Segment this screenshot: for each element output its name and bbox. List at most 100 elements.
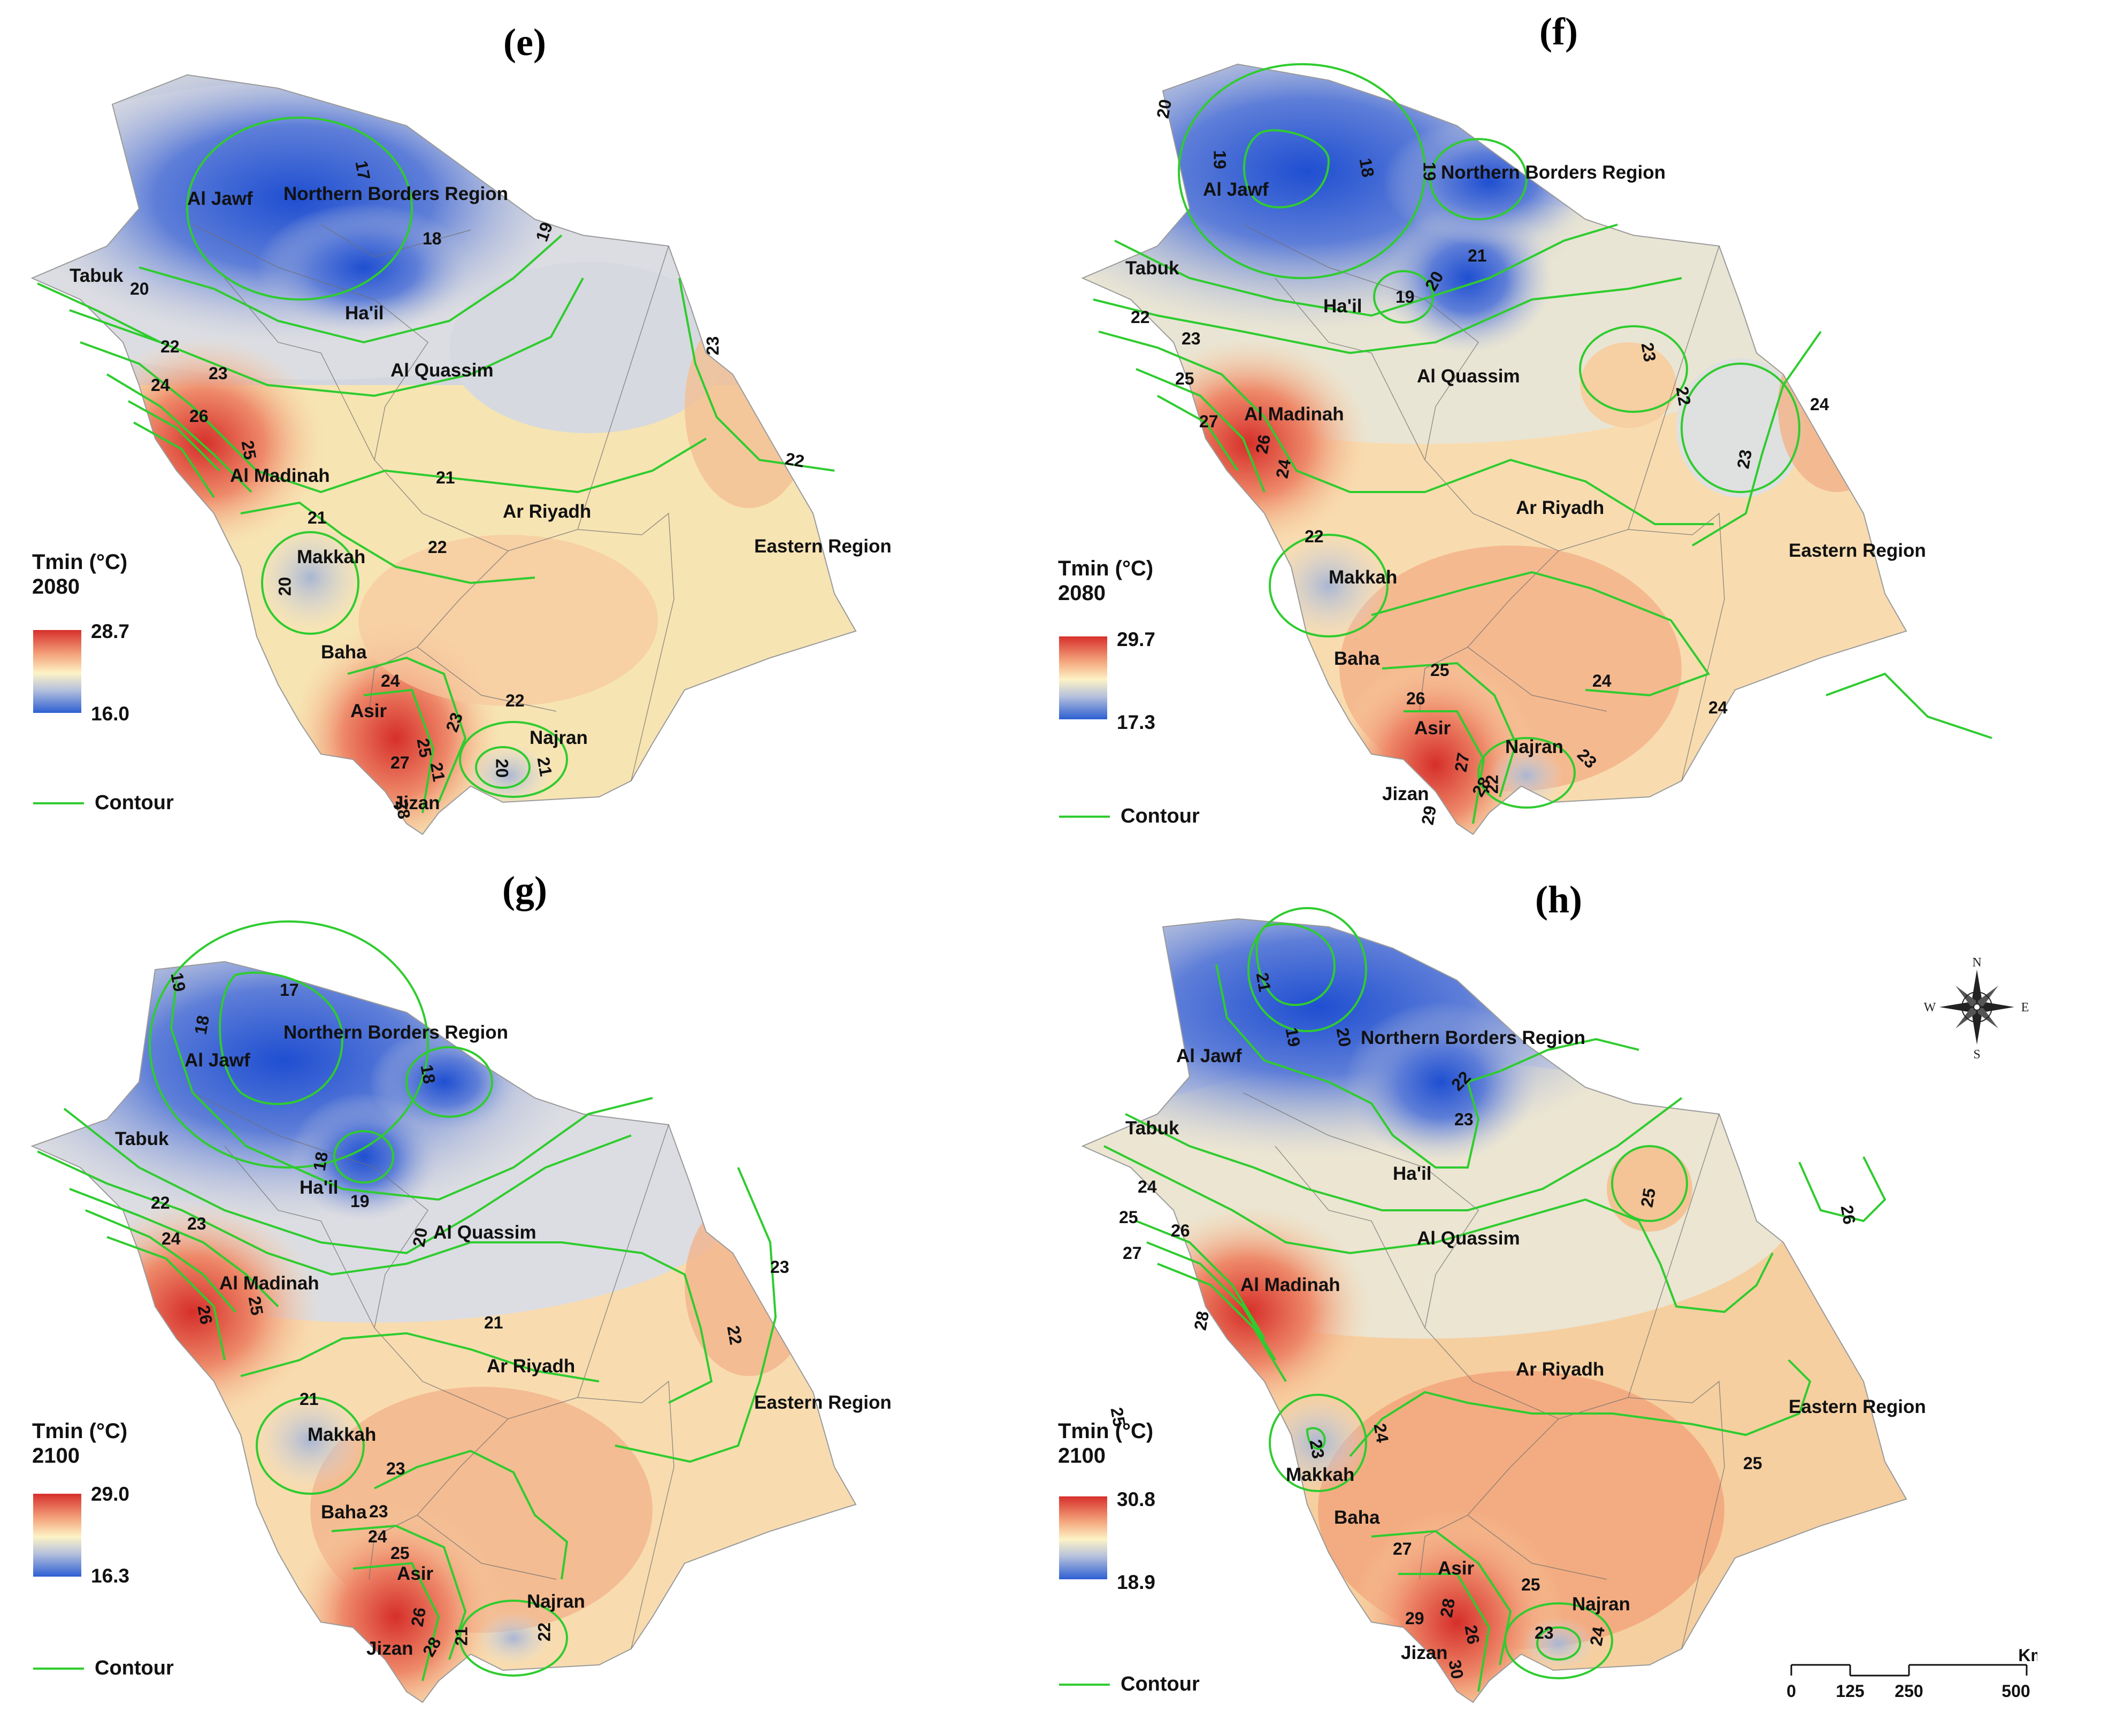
scale-tick-500: 500 — [2002, 1681, 2030, 1701]
contour-key-label: Contour — [1121, 1673, 1200, 1695]
region-eastern: Eastern Region — [754, 1392, 892, 1413]
contour-label: 24 — [1370, 1422, 1393, 1445]
contour-label: 24 — [368, 1527, 387, 1546]
region-asir: Asir — [1438, 1558, 1475, 1579]
region-jizan: Jizan — [1382, 783, 1429, 804]
compass-s: S — [1973, 1048, 1980, 1061]
contour-key: Contour — [33, 792, 174, 815]
contour-label: 29 — [1417, 804, 1440, 827]
contour-key-label: Contour — [95, 792, 174, 814]
panel-f: (f) Al Jawf Northern Borders Region Tabu… — [1050, 0, 2101, 868]
region-al-quassim: Al Quassim — [390, 360, 494, 381]
region-ar-riyadh: Ar Riyadh — [503, 501, 592, 522]
panel-label: (g) — [502, 869, 547, 911]
compass-w: W — [1924, 1001, 1936, 1015]
contour-label: 25 — [244, 1294, 267, 1317]
contour-label: 21 — [1252, 971, 1275, 994]
region-asir: Asir — [397, 1563, 434, 1584]
contour-label: 24 — [1592, 671, 1612, 690]
contour-label: 21 — [451, 1626, 471, 1646]
contour-label: 19 — [167, 971, 190, 994]
legend-title: Tmin (°C) 2100 — [1058, 1419, 1153, 1468]
region-northern-borders: Northern Borders Region — [1441, 162, 1666, 183]
region-al-quassim: Al Quassim — [1417, 366, 1520, 387]
legend-year: 2080 — [1058, 581, 1106, 605]
region-al-jawf: Al Jawf — [185, 1050, 250, 1071]
panel-label: (f) — [1539, 10, 1578, 53]
region-jizan: Jizan — [393, 793, 440, 813]
contour-label: 22 — [160, 337, 180, 356]
legend-color-ramp — [33, 630, 81, 713]
contour-label: 23 — [209, 364, 228, 383]
legend-max: 29.7 — [1117, 628, 1156, 650]
panel-label: (h) — [1535, 878, 1582, 921]
contour-label: 23 — [1733, 448, 1756, 471]
legend-max: 29.0 — [91, 1483, 130, 1505]
contour-key-label: Contour — [95, 1657, 174, 1679]
contour-label: 18 — [417, 1063, 440, 1086]
legend-year: 2080 — [32, 575, 80, 598]
contour-label: 19 — [1282, 1026, 1305, 1049]
region-al-madinah: Al Madinah — [219, 1273, 319, 1294]
contour-label: 27 — [1123, 1243, 1142, 1263]
scale-tick-250: 250 — [1895, 1681, 1923, 1701]
contour-label: 23 — [1535, 1623, 1554, 1642]
contour-label: 19 — [1395, 287, 1415, 306]
region-northern-borders: Northern Borders Region — [1361, 1027, 1586, 1048]
contour-label: 17 — [351, 159, 374, 182]
contour-label: 21 — [1468, 246, 1487, 265]
contour-label: 26 — [194, 1303, 217, 1326]
region-makkah: Makkah — [297, 547, 366, 567]
region-jizan: Jizan — [366, 1638, 413, 1659]
contour-label: 24 — [381, 671, 400, 690]
region-najran: Najran — [530, 727, 588, 748]
legend-title: Tmin (°C) 2100 — [32, 1419, 127, 1468]
contour-label: 23 — [1454, 1110, 1474, 1129]
contour-label: 20 — [1153, 97, 1176, 120]
contour-key: Contour — [1059, 805, 1200, 828]
contour-label: 18 — [190, 1013, 213, 1036]
contour-label: 20 — [130, 279, 149, 298]
contour-label: 26 — [1406, 689, 1425, 708]
contour-label: 26 — [1837, 1203, 1860, 1226]
region-al-jawf: Al Jawf — [1176, 1046, 1242, 1066]
region-asir: Asir — [350, 701, 387, 721]
contour-label: 20 — [275, 577, 295, 596]
contour-label: 18 — [423, 229, 442, 248]
contour-label: 19 — [1420, 162, 1439, 181]
contour-label: 22 — [534, 1622, 554, 1642]
contour-label: 23 — [703, 336, 723, 356]
region-baha: Baha — [1334, 1507, 1380, 1528]
scale-bar: 0 125 250 500 Km — [1786, 1646, 2037, 1701]
contour-line-swatch — [1059, 1683, 1110, 1686]
contour-label: 26 — [189, 406, 209, 426]
contour-label: 20 — [409, 1226, 432, 1249]
region-ar-riyadh: Ar Riyadh — [1516, 1359, 1605, 1380]
region-jizan: Jizan — [1401, 1642, 1448, 1663]
contour-label: 27 — [390, 753, 410, 772]
region-northern-borders: Northern Borders Region — [283, 1022, 509, 1043]
region-al-madinah: Al Madinah — [1244, 404, 1344, 425]
region-tabuk: Tabuk — [115, 1128, 169, 1149]
contour-key: Contour — [1059, 1673, 1200, 1696]
contour-label: 22 — [1131, 308, 1150, 327]
contour-label: 23 — [770, 1257, 789, 1277]
contour-label: 28 — [392, 798, 415, 821]
contour-label: 25 — [237, 439, 260, 462]
region-makkah: Makkah — [1286, 1464, 1355, 1485]
contour-label: 20 — [1332, 1026, 1355, 1049]
region-makkah: Makkah — [308, 1424, 377, 1445]
contour-label: 23 — [1637, 341, 1660, 364]
region-hail: Ha'il — [345, 303, 384, 324]
legend-year: 2100 — [1058, 1444, 1106, 1468]
contour-label: 24 — [151, 375, 170, 395]
contour-label: 27 — [1393, 1539, 1412, 1558]
region-ar-riyadh: Ar Riyadh — [1516, 497, 1605, 518]
contour-label: 21 — [308, 508, 327, 527]
contour-label: 24 — [1272, 457, 1295, 480]
region-al-madinah: Al Madinah — [230, 465, 330, 486]
legend-variable: Tmin (°C) — [32, 550, 128, 574]
region-eastern: Eastern Region — [1789, 1396, 1926, 1417]
contour-label: 30 — [1445, 1658, 1468, 1681]
contour-label: 26 — [1461, 1623, 1484, 1646]
